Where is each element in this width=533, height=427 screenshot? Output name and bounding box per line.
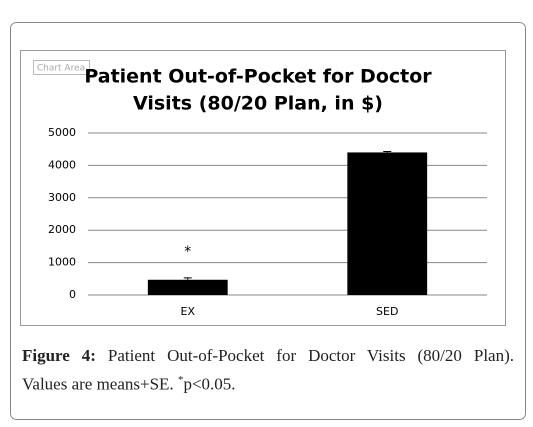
x-tick-label: EX (181, 305, 196, 318)
chart-title: Visits (80/20 Plan, in $) (133, 93, 383, 115)
y-tick-label: 3000 (48, 191, 76, 204)
y-tick-label: 0 (69, 288, 76, 301)
bar (347, 152, 428, 295)
caption-line: Values are means+SE. *p<0.05. (22, 368, 514, 397)
y-tick-label: 5000 (48, 126, 76, 139)
x-tick-label: SED (376, 305, 398, 318)
caption-text: p<0.05. (183, 374, 236, 394)
caption-line: Figure 4: Patient Out-of-Pocket for Doct… (22, 344, 514, 368)
caption-text: Patient Out-of-Pocket for Doctor Visits … (107, 346, 514, 365)
y-tick-label: 4000 (48, 158, 76, 171)
chart-title: Patient Out-of-Pocket for Doctor (84, 66, 432, 88)
error-bar (183, 277, 192, 280)
annotation: * (184, 244, 191, 260)
bar (147, 279, 228, 295)
caption-label: Figure 4: (22, 346, 96, 365)
y-tick-label: 2000 (48, 223, 76, 236)
y-tick-label: 1000 (48, 256, 76, 269)
caption-text: Values are means+SE. (22, 374, 174, 394)
chart-area-label: Chart Area (37, 64, 85, 74)
caption-sup: * (177, 374, 184, 386)
caption: Figure 4: Patient Out-of-Pocket for Doct… (22, 344, 514, 397)
error-bar (383, 150, 392, 153)
chart-area-tooltip (33, 60, 90, 75)
